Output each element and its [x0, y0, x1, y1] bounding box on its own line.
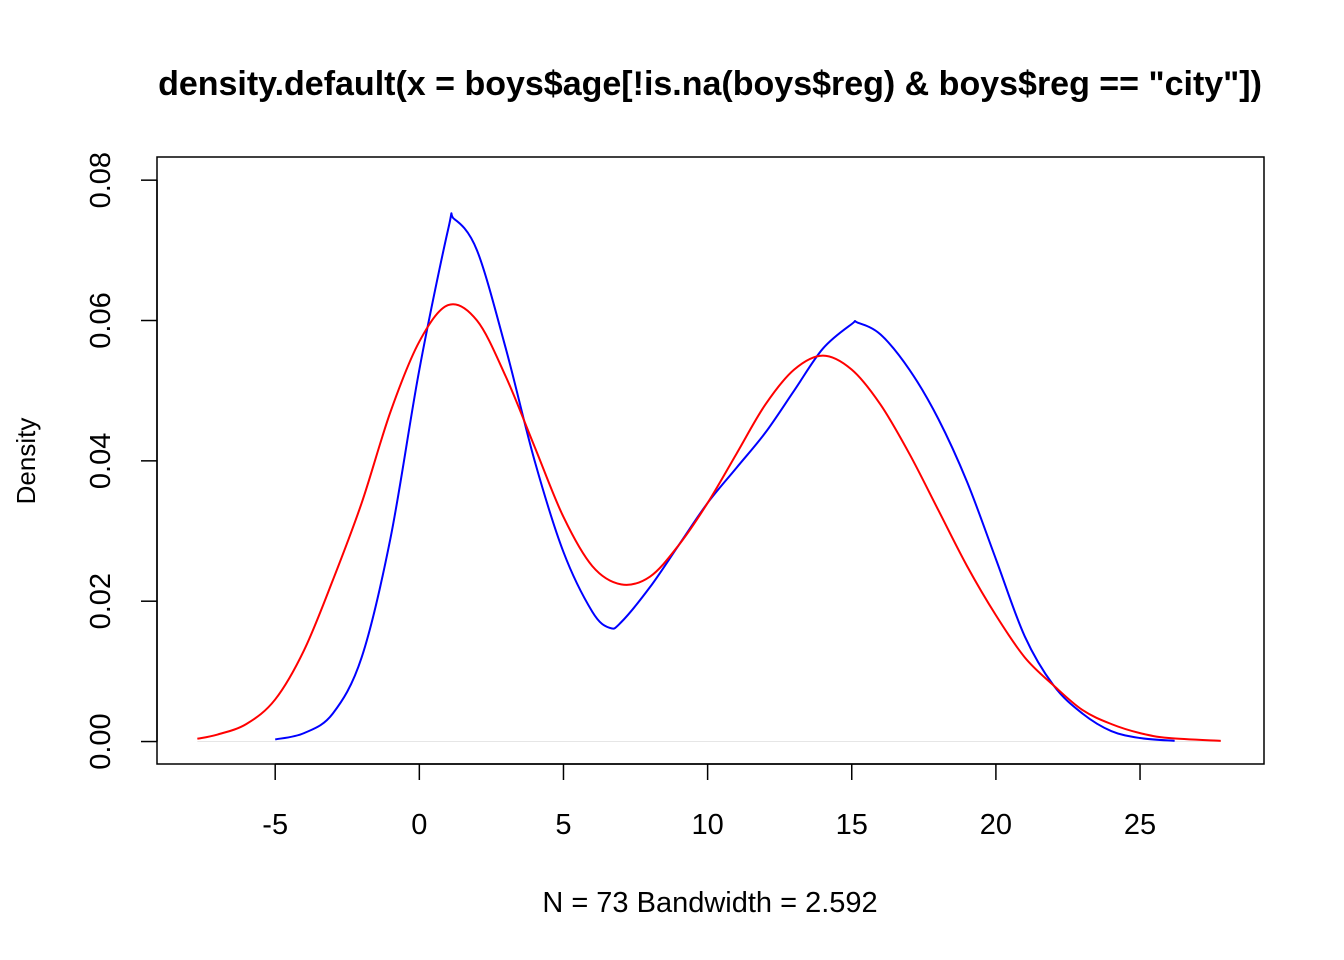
y-tick-label: 0.04 [85, 433, 117, 489]
y-tick-label: 0.06 [85, 292, 117, 348]
series-group [197, 212, 1221, 742]
plot-frame [156, 156, 1265, 765]
density-curve-1 [274, 212, 1175, 742]
x-tick-label: 10 [691, 809, 723, 841]
x-tick-label: 20 [980, 809, 1012, 841]
x-tick-label: 25 [1124, 809, 1156, 841]
y-axis-ticks: 0.00 0.02 0.04 0.06 0.08 [85, 152, 157, 770]
y-axis-label: Density [11, 418, 41, 505]
y-tick-label: 0.00 [85, 713, 117, 769]
x-tick-label: 5 [555, 809, 571, 841]
x-axis-ticks: -5 0 5 10 15 20 25 [262, 764, 1156, 841]
y-tick-label: 0.02 [85, 573, 117, 629]
x-axis-label: N = 73 Bandwidth = 2.592 [542, 887, 877, 919]
chart-title: density.default(x = boys$age[!is.na(boys… [158, 65, 1262, 103]
x-tick-label: 15 [836, 809, 868, 841]
density-curve-2 [197, 303, 1221, 742]
x-tick-label: -5 [262, 809, 288, 841]
x-tick-label: 0 [411, 809, 427, 841]
y-tick-label: 0.08 [85, 152, 117, 208]
